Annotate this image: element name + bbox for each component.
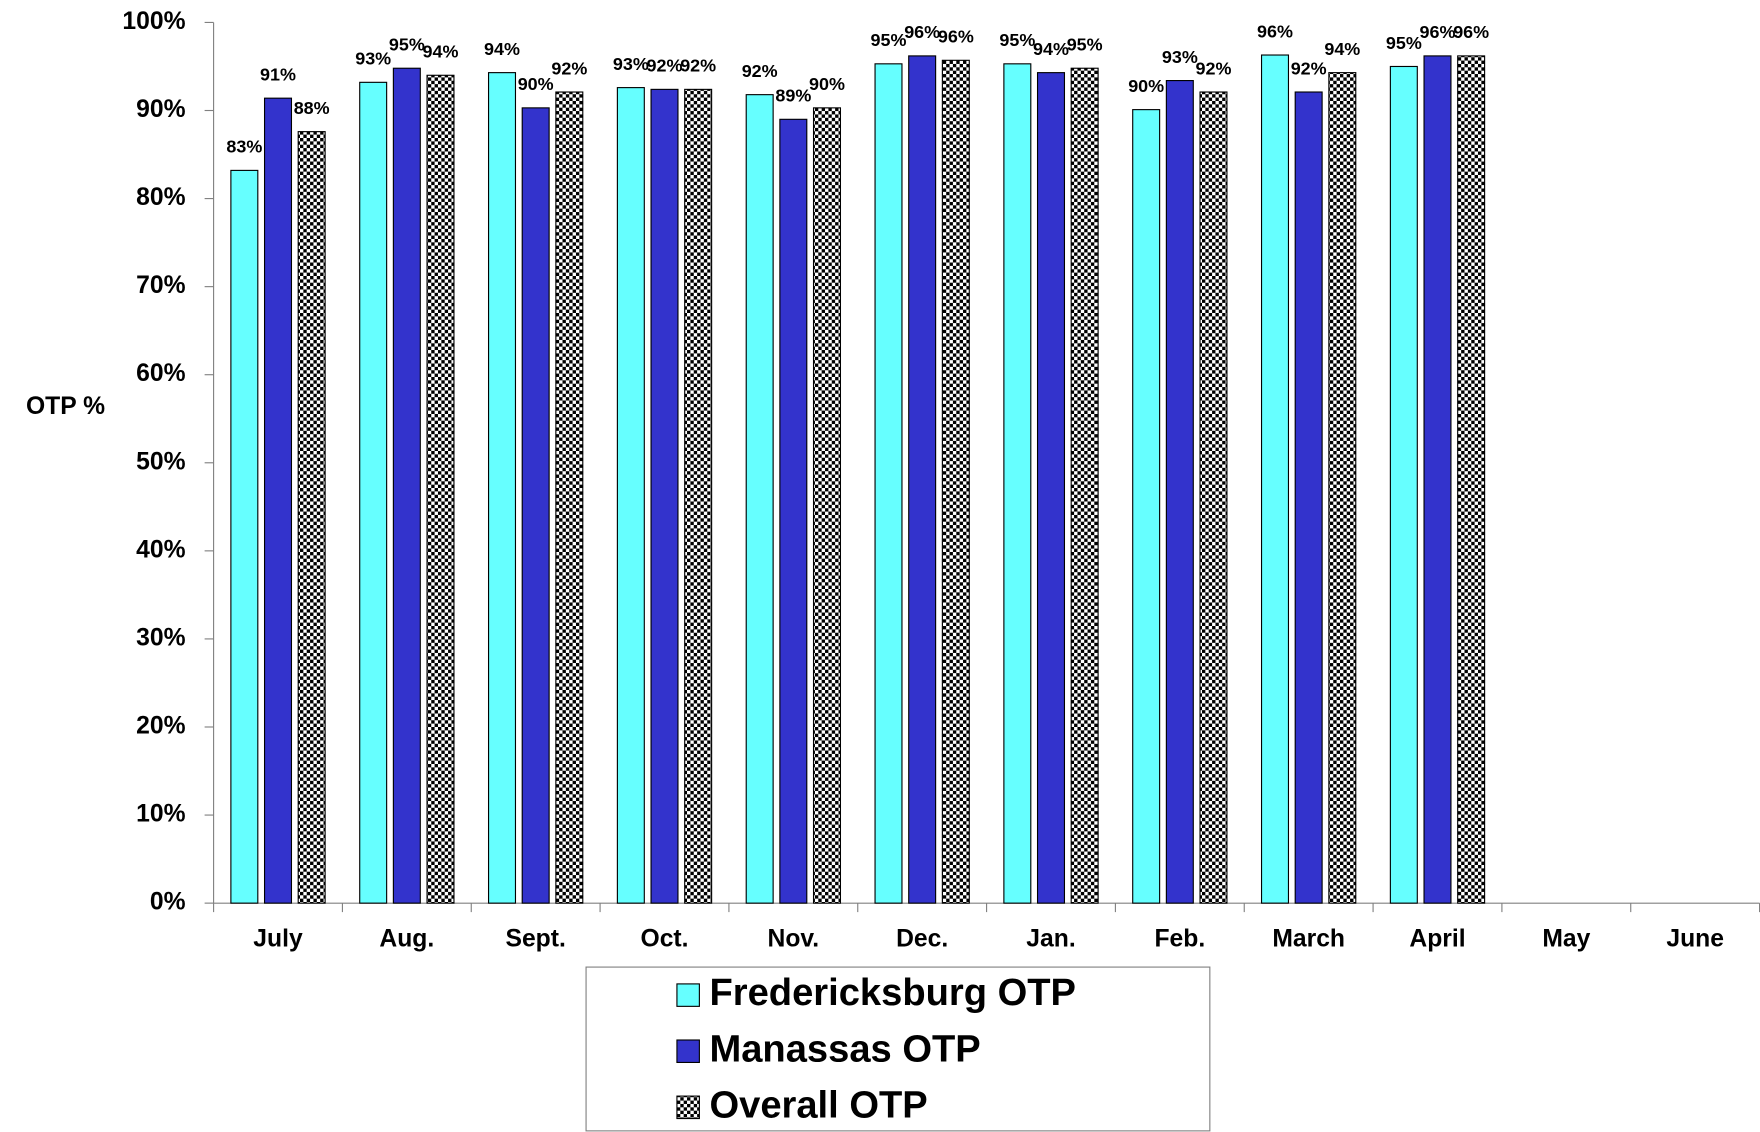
data-label: 94%	[423, 42, 459, 62]
x-tick-label: Sept.	[506, 926, 566, 953]
x-tick-label: Aug.	[379, 926, 434, 953]
bar	[230, 169, 259, 904]
bar	[616, 87, 645, 904]
data-label: 92%	[680, 56, 716, 76]
x-tick-label: April	[1409, 926, 1465, 953]
x-tick-label: Oct.	[641, 926, 689, 953]
legend-swatch	[676, 1039, 700, 1064]
bar	[487, 72, 517, 904]
data-label: 94%	[1324, 39, 1360, 59]
bar	[426, 74, 455, 904]
data-label: 96%	[1420, 22, 1456, 42]
data-label: 93%	[613, 54, 649, 74]
data-label: 92%	[1196, 58, 1232, 78]
data-label: 94%	[484, 39, 520, 59]
x-tick-label: Feb.	[1154, 926, 1205, 953]
data-label: 95%	[871, 30, 907, 50]
bar	[1132, 109, 1161, 904]
x-tick-label: Dec.	[896, 926, 948, 953]
bar	[359, 81, 388, 904]
y-tick-label: 100%	[122, 8, 185, 35]
x-tick-label: Jan.	[1026, 926, 1075, 953]
data-label: 92%	[742, 61, 778, 81]
bar	[1165, 80, 1194, 904]
bar	[745, 94, 774, 904]
bar	[812, 107, 842, 904]
bar	[1328, 72, 1357, 904]
data-label: 96%	[904, 22, 940, 42]
data-label: 90%	[809, 74, 845, 94]
legend-label: Overall OTP	[709, 1083, 927, 1126]
data-label: 95%	[1386, 33, 1422, 53]
bar	[941, 59, 970, 904]
data-label: 94%	[1033, 39, 1069, 59]
x-tick-label: June	[1666, 926, 1724, 953]
y-tick-label: 60%	[136, 360, 185, 387]
data-label: 96%	[1453, 22, 1489, 42]
bar	[1070, 67, 1099, 904]
bar	[874, 63, 903, 904]
data-label: 96%	[1257, 21, 1293, 41]
y-tick-label: 40%	[136, 536, 185, 563]
y-axis-label: OTP %	[26, 393, 105, 420]
x-tick-label: Nov.	[768, 926, 820, 953]
bar	[1036, 72, 1066, 904]
data-label: 92%	[551, 58, 587, 78]
bar	[555, 91, 584, 904]
data-label: 90%	[518, 74, 554, 94]
bar	[684, 88, 713, 904]
y-tick-label: 80%	[136, 184, 185, 211]
bar	[392, 67, 421, 904]
data-label: 96%	[938, 27, 974, 47]
x-tick-label: May	[1542, 926, 1590, 953]
bar	[521, 107, 550, 904]
y-tick-label: 50%	[136, 448, 185, 475]
bar	[1003, 63, 1032, 904]
y-tick-label: 30%	[136, 624, 185, 651]
data-label: 93%	[355, 49, 391, 69]
data-label: 95%	[1067, 35, 1103, 55]
data-label: 95%	[389, 35, 425, 55]
bar	[1389, 65, 1418, 904]
y-tick-label: 70%	[136, 272, 185, 299]
bar	[1294, 91, 1323, 904]
bar	[263, 97, 293, 904]
data-label: 92%	[1291, 58, 1327, 78]
data-label: 88%	[294, 98, 330, 118]
y-tick-label: 0%	[150, 889, 186, 916]
y-tick-label: 10%	[136, 801, 185, 828]
data-label: 92%	[647, 56, 683, 76]
bar	[1423, 55, 1452, 904]
data-label: 93%	[1162, 47, 1198, 67]
bar	[650, 88, 679, 904]
legend-label: Fredericksburg OTP	[709, 971, 1076, 1014]
y-tick-label: 90%	[136, 96, 185, 123]
y-tick-label: 20%	[136, 713, 185, 740]
x-tick-label: March	[1272, 926, 1345, 953]
x-tick-label: July	[253, 926, 303, 953]
data-label: 91%	[260, 64, 296, 84]
legend-label: Manassas OTP	[709, 1027, 980, 1070]
bar	[908, 55, 937, 904]
data-label: 83%	[226, 137, 262, 157]
bar	[779, 118, 808, 904]
bar	[1199, 91, 1228, 904]
data-label: 89%	[775, 86, 811, 106]
bar	[1260, 54, 1290, 904]
legend-swatch	[676, 983, 700, 1007]
data-label: 90%	[1128, 76, 1164, 96]
bar	[1457, 55, 1486, 904]
data-label: 95%	[999, 30, 1035, 50]
legend-swatch	[676, 1095, 700, 1120]
bar	[297, 131, 326, 904]
